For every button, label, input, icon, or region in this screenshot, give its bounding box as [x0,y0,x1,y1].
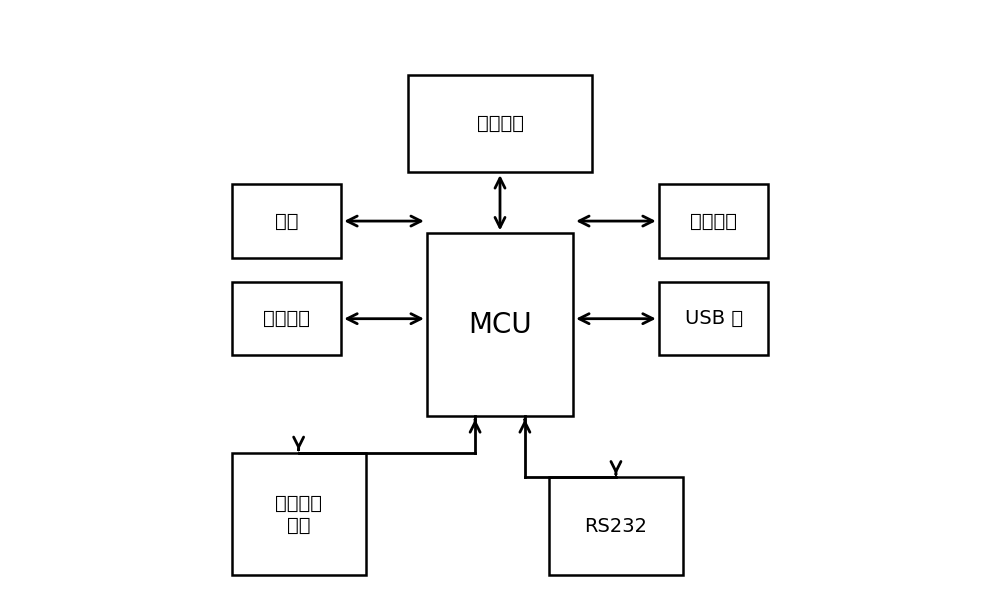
Text: MCU: MCU [468,311,532,339]
Text: RS232: RS232 [584,517,647,536]
FancyBboxPatch shape [232,282,341,356]
Text: 电源电路: 电源电路 [477,114,524,133]
Text: 存储介质: 存储介质 [690,211,737,230]
FancyBboxPatch shape [232,453,366,575]
FancyBboxPatch shape [659,185,768,257]
Text: 蓝牙: 蓝牙 [275,211,298,230]
Text: 光纤以太
网口: 光纤以太 网口 [275,493,322,535]
FancyBboxPatch shape [232,185,341,257]
Text: USB 口: USB 口 [685,309,743,328]
Text: 以太网口: 以太网口 [263,309,310,328]
FancyBboxPatch shape [549,478,683,575]
FancyBboxPatch shape [659,282,768,356]
FancyBboxPatch shape [427,234,573,416]
FancyBboxPatch shape [408,75,592,172]
